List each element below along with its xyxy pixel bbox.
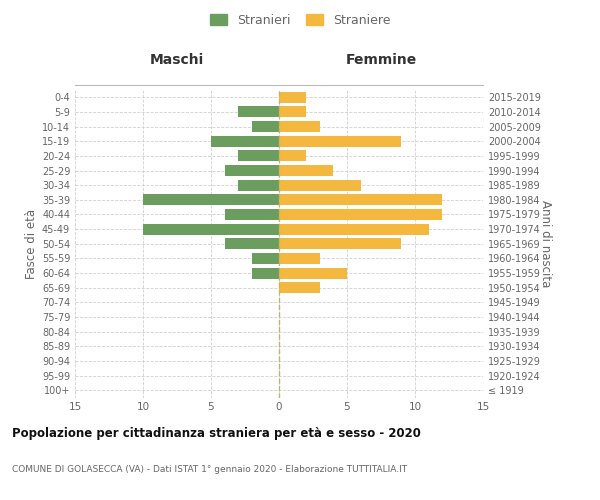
Bar xyxy=(279,106,306,118)
Bar xyxy=(143,224,279,234)
Text: Maschi: Maschi xyxy=(150,54,204,68)
Bar xyxy=(224,238,279,249)
Bar xyxy=(279,121,320,132)
Bar xyxy=(252,253,279,264)
Bar xyxy=(279,224,428,234)
Bar xyxy=(224,165,279,176)
Bar xyxy=(279,92,306,103)
Text: COMUNE DI GOLASECCA (VA) - Dati ISTAT 1° gennaio 2020 - Elaborazione TUTTITALIA.: COMUNE DI GOLASECCA (VA) - Dati ISTAT 1°… xyxy=(12,466,407,474)
Bar xyxy=(211,136,279,146)
Legend: Stranieri, Straniere: Stranieri, Straniere xyxy=(205,8,395,32)
Bar xyxy=(224,209,279,220)
Bar xyxy=(279,238,401,249)
Bar xyxy=(279,194,442,205)
Bar xyxy=(143,194,279,205)
Bar xyxy=(238,106,279,118)
Bar xyxy=(279,282,320,293)
Y-axis label: Anni di nascita: Anni di nascita xyxy=(539,200,552,288)
Bar xyxy=(252,121,279,132)
Bar xyxy=(279,136,401,146)
Text: Femmine: Femmine xyxy=(346,54,416,68)
Bar xyxy=(238,150,279,162)
Bar xyxy=(279,209,442,220)
Bar xyxy=(279,268,347,278)
Bar xyxy=(238,180,279,190)
Bar xyxy=(279,150,306,162)
Y-axis label: Fasce di età: Fasce di età xyxy=(25,208,38,279)
Bar xyxy=(279,180,361,190)
Text: Popolazione per cittadinanza straniera per età e sesso - 2020: Popolazione per cittadinanza straniera p… xyxy=(12,428,421,440)
Bar xyxy=(279,253,320,264)
Bar xyxy=(252,268,279,278)
Bar xyxy=(279,165,334,176)
